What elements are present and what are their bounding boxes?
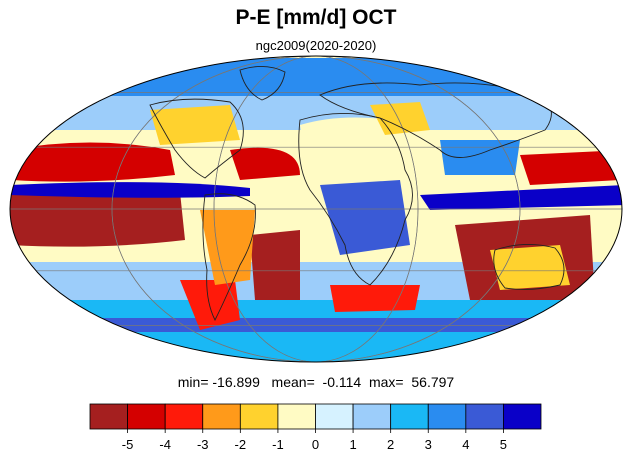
south-america-edge-dry: [180, 280, 240, 330]
colorbar-tick-label: 1: [349, 437, 356, 452]
indian-pacific-itcz: [420, 185, 622, 210]
colorbar-tick-label: 4: [462, 437, 469, 452]
mean-value: -0.114: [322, 374, 362, 390]
plot-subtitle: ngc2009(2020-2020): [255, 38, 377, 53]
colorbar-ticks: -5 -4 -3 -2 -1 0 1 2 3 4 5: [122, 429, 507, 452]
max-value: 56.797: [411, 374, 455, 390]
colorbar-box: [390, 403, 429, 430]
plot-title: P-E [mm/d] OCT: [235, 6, 397, 29]
north-america-region: [150, 105, 240, 145]
colorbar-box: [164, 403, 204, 430]
south-pacific-dry: [10, 192, 185, 247]
colorbar-box: [352, 403, 392, 430]
north-atlantic-dry: [230, 147, 300, 180]
colorbar-tick-label: -4: [159, 437, 171, 452]
colorbar-box: [239, 403, 279, 430]
colorbar-tick-label: 2: [387, 437, 394, 452]
pacific-itcz: [10, 182, 250, 198]
west-pacific-dry: [520, 150, 622, 185]
north-pacific-dry: [10, 142, 175, 182]
min-label: min=: [177, 374, 209, 390]
south-atlantic-dry: [250, 230, 300, 300]
graticule: [10, 56, 622, 362]
middle-east-region: [370, 102, 430, 135]
colorbar-tick-label: 3: [425, 437, 432, 452]
colorbar-tick-label: -1: [272, 437, 284, 452]
min-value: -16.899: [212, 374, 260, 390]
colorbar-tick-label: -5: [122, 437, 134, 452]
world-map: [9, 55, 623, 363]
colorbar-box: [427, 403, 467, 430]
south-asia-wet: [440, 140, 520, 175]
colorbar-box: [89, 403, 128, 430]
colorbar-tick-label: 0: [312, 437, 319, 452]
colorbar-tick-label: 5: [500, 437, 507, 452]
colorbar-tick-label: -2: [235, 437, 247, 452]
colorbar-box: [465, 403, 504, 430]
colorbar-box: [277, 403, 316, 430]
colorbar-box: [127, 403, 166, 430]
colorbar-boxes: [89, 403, 542, 430]
statistics-line: min= -16.899 mean= -0.114 max= 56.797: [0, 374, 632, 390]
south-africa-edge-dry: [330, 285, 420, 312]
southern-storm-track: [10, 318, 622, 332]
max-label: max=: [368, 374, 404, 390]
map-field: [10, 56, 622, 362]
south-america-region: [200, 210, 255, 285]
colorbar-tick-label: -3: [197, 437, 209, 452]
coastlines: [149, 66, 565, 322]
colorbar-box: [503, 403, 542, 430]
colorbar-box: [202, 403, 241, 430]
central-africa-wet: [320, 180, 410, 255]
colorbar-box: [315, 403, 354, 430]
map-border: [9, 55, 623, 363]
mean-label: mean=: [271, 374, 315, 390]
